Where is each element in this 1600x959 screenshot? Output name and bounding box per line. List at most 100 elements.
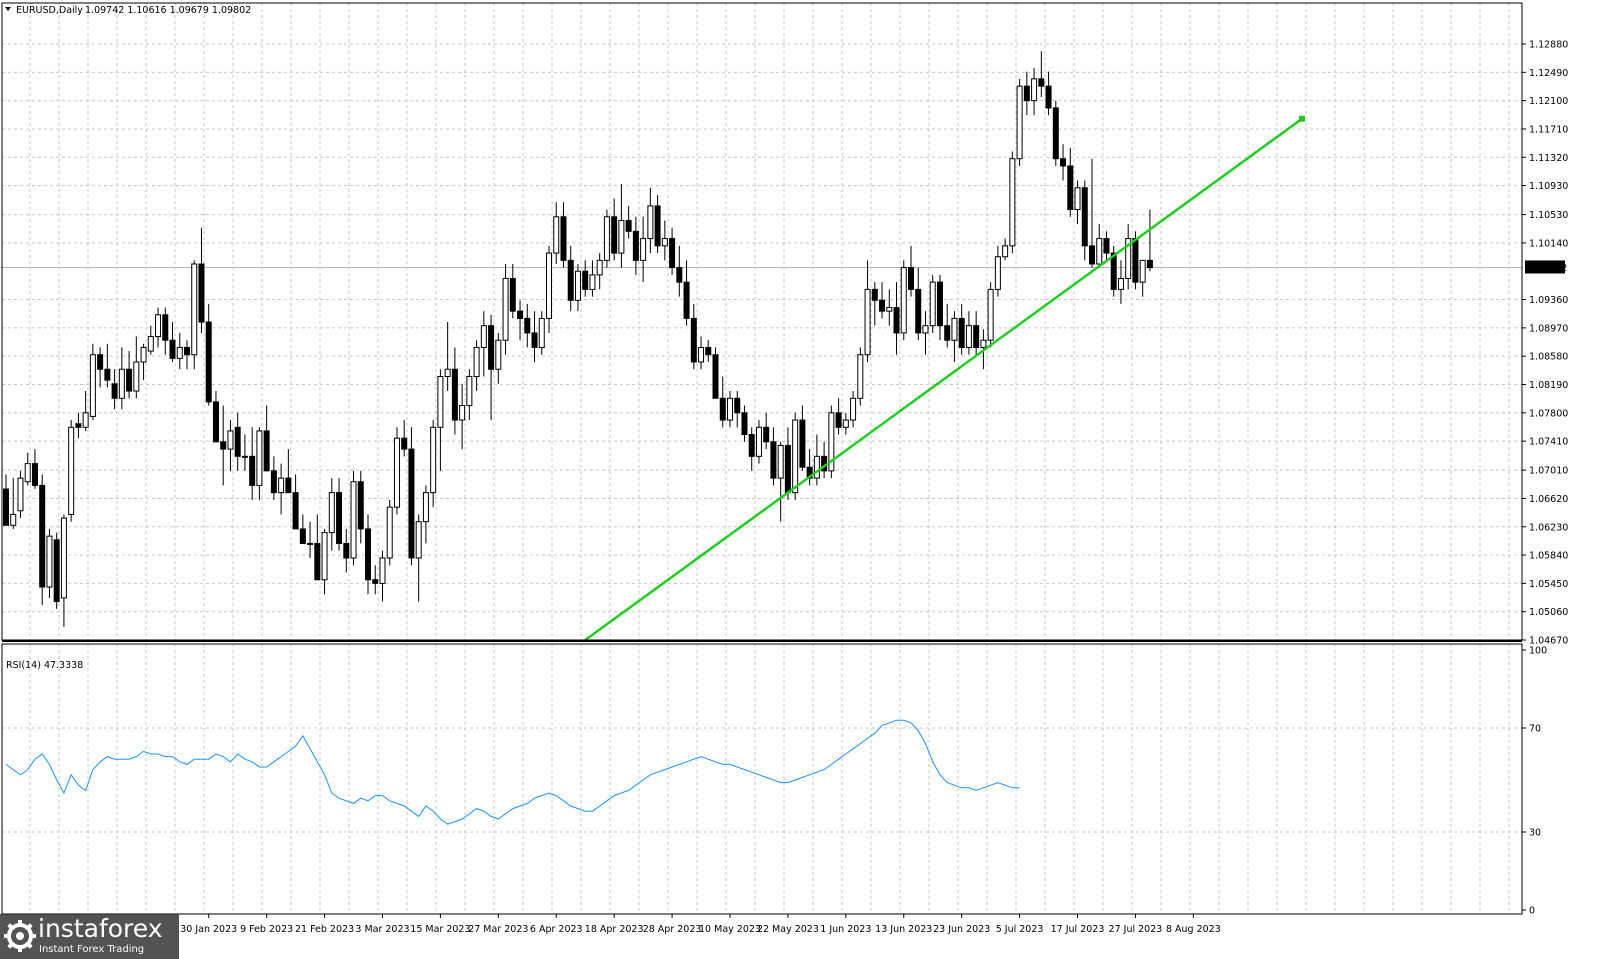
candle-bull <box>813 455 820 479</box>
candle-bull <box>929 281 936 327</box>
candle-bull <box>1031 78 1038 102</box>
candle-bull <box>430 426 437 494</box>
candle-bull <box>603 216 610 261</box>
candle-bear <box>625 219 632 232</box>
price-tick-label: 1.08190 <box>1529 380 1568 391</box>
price-tick-label: 1.12100 <box>1529 96 1568 107</box>
price-tick-label: 1.11320 <box>1529 153 1568 164</box>
candle-bull <box>24 463 31 483</box>
candle-bear <box>53 539 60 603</box>
rsi-title: RSI(14) 47.3338 <box>6 660 83 671</box>
candle-bull <box>133 361 140 392</box>
candle-bear <box>97 354 104 370</box>
grid-lines <box>2 3 1522 914</box>
candle-bear <box>915 288 922 334</box>
price-tick-label: 1.05060 <box>1529 607 1568 618</box>
candle-bear <box>784 444 791 494</box>
candle-bull <box>755 426 762 457</box>
candle-bear <box>1110 252 1117 290</box>
candle-bear <box>632 230 639 261</box>
candle-bear <box>488 325 495 370</box>
candle-bull <box>647 205 654 240</box>
candle-bull <box>502 278 509 341</box>
time-tick-label: 18 Apr 2023 <box>585 924 644 935</box>
candle-bear <box>835 412 842 428</box>
candle-bull <box>17 477 24 512</box>
candle-bear <box>299 528 306 544</box>
candle-bear <box>1103 238 1110 254</box>
candle-bull <box>415 521 422 559</box>
candle-bull <box>864 288 871 356</box>
candle-bear <box>408 448 415 559</box>
candle-bear <box>111 383 118 399</box>
time-tick-label: 17 Jul 2023 <box>1051 924 1105 935</box>
candle-bull <box>850 397 857 421</box>
price-tick-label: 1.12490 <box>1529 68 1568 79</box>
candle-bull <box>661 238 668 247</box>
candle-bear <box>372 579 379 584</box>
time-tick-label: 6 Apr 2023 <box>530 924 583 935</box>
candle-bear <box>582 270 589 290</box>
candle-bear <box>285 477 292 494</box>
time-tick-label: 5 Jul 2023 <box>996 924 1044 935</box>
candle-bull <box>46 535 53 588</box>
candle-bear <box>973 325 980 348</box>
candle-bear <box>263 430 270 472</box>
candle-bear <box>1081 187 1088 247</box>
candle-bull <box>1139 259 1146 283</box>
candle-bear <box>1132 238 1139 283</box>
watermark-tagline: Instant Forex Trading <box>39 944 145 955</box>
candle-bull <box>459 405 466 421</box>
candle-bear <box>871 288 878 301</box>
candle-bull <box>900 267 907 334</box>
watermark: instaforex Instant Forex Trading <box>0 914 179 959</box>
price-tick-label: 1.07410 <box>1529 437 1568 448</box>
candle-bull <box>828 412 835 472</box>
candle-bear <box>270 470 277 494</box>
candle-bear <box>531 332 538 348</box>
candle-bear <box>944 325 951 341</box>
candle-bull <box>10 513 17 526</box>
time-tick-label: 9 Feb 2023 <box>240 924 293 935</box>
current-price-box <box>1525 260 1565 274</box>
candle-bear <box>198 263 205 323</box>
candle-bull <box>147 336 154 352</box>
candle-bear <box>676 267 683 283</box>
candle-bull <box>1096 238 1103 265</box>
price-tick-label: 1.10140 <box>1529 238 1568 249</box>
price-tick-label: 1.05840 <box>1529 551 1568 562</box>
candle-bear <box>936 281 943 327</box>
candle-bear <box>1089 245 1095 265</box>
candle-bull <box>307 542 314 545</box>
candle-bear <box>748 434 755 457</box>
price-tick-label: 1.05450 <box>1529 579 1568 590</box>
candle-bull <box>546 252 552 319</box>
candle-bear <box>39 484 46 588</box>
candle-bear <box>1045 85 1052 109</box>
candle-bear <box>1052 107 1059 160</box>
candle-bear <box>654 205 661 247</box>
candle-bull <box>553 216 560 254</box>
candle-bear <box>3 488 9 526</box>
symbol-header: EURUSD,Daily <box>16 5 83 16</box>
candlestick-series <box>3 51 1153 627</box>
candle-bear <box>357 481 364 530</box>
time-tick-label: 3 Mar 2023 <box>355 924 409 935</box>
candle-bear <box>690 317 697 363</box>
candle-bull <box>994 256 1001 290</box>
candle-bear <box>365 528 371 581</box>
ohlc-header: 1.09742 1.10616 1.09679 1.09802 <box>85 5 251 16</box>
candle-bull <box>980 339 987 348</box>
candle-bull <box>437 375 444 428</box>
candle-bear <box>212 401 219 443</box>
candle-bull <box>842 419 849 428</box>
candle-bear <box>1038 78 1045 87</box>
candle-bear <box>712 354 719 399</box>
candle-bull <box>466 375 473 407</box>
candle-bear <box>184 346 190 356</box>
candle-bear <box>524 317 531 334</box>
candle-bear <box>401 437 408 450</box>
price-tick-label: 1.07010 <box>1529 466 1568 477</box>
candle-bull <box>60 517 67 599</box>
